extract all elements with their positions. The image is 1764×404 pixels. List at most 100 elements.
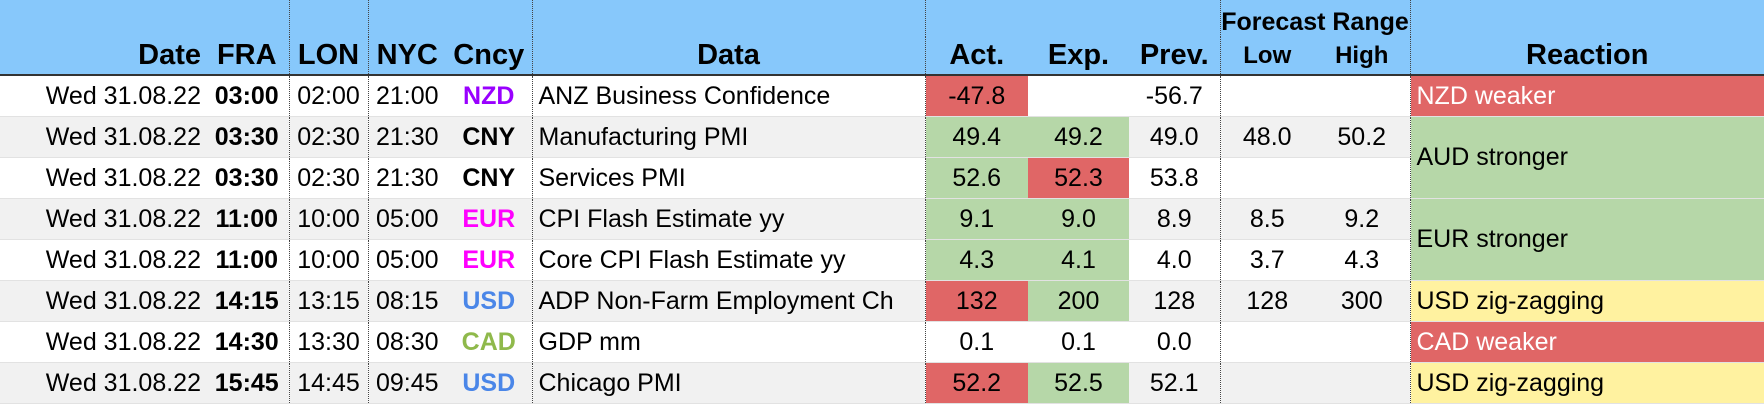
cell-actual[interactable]: 9.1 — [925, 198, 1028, 240]
cell-date[interactable]: Wed 31.08.22 — [0, 362, 205, 404]
cell-currency[interactable]: CNY — [446, 116, 533, 158]
header-cell[interactable] — [0, 0, 205, 37]
cell-reaction[interactable]: USD zig-zagging — [1410, 280, 1764, 322]
cell-expected[interactable]: 49.2 — [1028, 116, 1129, 158]
cell-actual[interactable]: 132 — [925, 280, 1028, 322]
cell-reaction[interactable]: EUR stronger — [1410, 198, 1764, 281]
cell-nyc[interactable]: 08:15 — [368, 280, 446, 322]
cell-low[interactable] — [1220, 322, 1314, 363]
cell-fra[interactable]: 14:15 — [205, 280, 290, 322]
cell-currency[interactable]: CAD — [446, 321, 533, 363]
header-fra[interactable]: FRA — [205, 37, 290, 76]
cell-previous[interactable]: 0.0 — [1129, 321, 1221, 363]
cell-previous[interactable]: 128 — [1129, 280, 1221, 322]
cell-previous[interactable]: 52.1 — [1129, 362, 1221, 404]
cell-high[interactable]: 4.3 — [1314, 239, 1411, 281]
cell-previous[interactable]: -56.7 — [1129, 75, 1221, 117]
header-cell[interactable] — [289, 0, 369, 37]
cell-data[interactable]: ANZ Business Confidence — [532, 75, 926, 117]
cell-lon[interactable]: 10:00 — [289, 198, 369, 240]
cell-actual[interactable]: 52.6 — [925, 157, 1028, 199]
cell-currency[interactable]: USD — [446, 280, 533, 322]
cell-lon[interactable]: 10:00 — [289, 239, 369, 281]
cell-expected[interactable] — [1028, 75, 1129, 117]
cell-data[interactable]: Services PMI — [532, 157, 926, 199]
cell-expected[interactable]: 9.0 — [1028, 198, 1129, 240]
cell-date[interactable]: Wed 31.08.22 — [0, 198, 205, 240]
header-date[interactable]: Date — [0, 37, 205, 76]
cell-currency[interactable]: CNY — [446, 157, 533, 199]
cell-data[interactable]: Manufacturing PMI — [532, 116, 926, 158]
cell-fra[interactable]: 03:30 — [205, 157, 290, 199]
header-forecast-range[interactable]: Forecast Range — [1220, 0, 1411, 37]
cell-data[interactable]: GDP mm — [532, 321, 926, 363]
cell-currency[interactable]: NZD — [446, 75, 533, 117]
header-exp[interactable]: Exp. — [1028, 37, 1129, 76]
cell-nyc[interactable]: 21:00 — [375, 81, 439, 110]
cell-high[interactable] — [1314, 75, 1411, 117]
cell-nyc[interactable]: 21:30 — [368, 116, 446, 158]
cell-low[interactable]: 3.7 — [1249, 245, 1285, 274]
cell-currency[interactable]: EUR — [446, 239, 533, 281]
cell-expected[interactable]: 52.3 — [1028, 157, 1129, 199]
cell-actual[interactable]: -47.8 — [925, 75, 1028, 117]
cell-date[interactable]: Wed 31.08.22 — [45, 163, 201, 192]
cell-high[interactable]: 50.2 — [1314, 116, 1411, 158]
header-cell[interactable] — [1129, 0, 1221, 37]
header-act[interactable]: Act. — [925, 37, 1028, 76]
cell-fra[interactable]: 03:30 — [205, 116, 290, 158]
cell-low[interactable]: 48.0 — [1220, 116, 1314, 158]
header-high[interactable]: High — [1314, 37, 1411, 76]
cell-date[interactable]: Wed 31.08.22 — [45, 327, 201, 356]
cell-previous[interactable]: 49.0 — [1129, 116, 1221, 158]
header-prev[interactable]: Prev. — [1129, 37, 1221, 76]
cell-previous[interactable]: 8.9 — [1129, 198, 1221, 240]
cell-nyc[interactable]: 05:00 — [375, 245, 439, 274]
cell-lon[interactable]: 13:15 — [289, 280, 369, 322]
cell-fra[interactable]: 14:30 — [205, 321, 290, 363]
cell-actual[interactable]: 52.2 — [925, 362, 1028, 404]
header-cell[interactable] — [446, 0, 533, 37]
cell-fra[interactable]: 03:00 — [205, 75, 290, 117]
cell-expected[interactable]: 200 — [1028, 280, 1129, 322]
header-cell[interactable] — [1028, 0, 1129, 37]
cell-date[interactable]: Wed 31.08.22 — [0, 280, 205, 322]
cell-high[interactable]: 300 — [1314, 280, 1411, 322]
cell-nyc[interactable]: 21:30 — [375, 163, 439, 192]
cell-low[interactable] — [1220, 158, 1314, 199]
cell-lon[interactable]: 14:45 — [289, 362, 369, 404]
cell-nyc[interactable]: 08:30 — [375, 327, 439, 356]
cell-currency[interactable]: EUR — [446, 198, 533, 240]
cell-expected[interactable]: 4.1 — [1028, 239, 1129, 281]
cell-high[interactable] — [1314, 321, 1411, 363]
header-cell[interactable] — [925, 0, 1028, 37]
header-nyc[interactable]: NYC — [368, 37, 446, 76]
cell-low[interactable]: 128 — [1220, 280, 1314, 322]
cell-actual[interactable]: 0.1 — [959, 327, 995, 356]
cell-date[interactable]: Wed 31.08.22 — [45, 81, 201, 110]
cell-high[interactable] — [1314, 362, 1411, 404]
header-cell[interactable] — [368, 0, 446, 37]
cell-low[interactable] — [1220, 75, 1314, 117]
header-cell[interactable] — [205, 0, 290, 37]
cell-lon[interactable]: 02:30 — [289, 116, 369, 158]
cell-previous[interactable]: 4.0 — [1129, 239, 1221, 281]
cell-lon[interactable]: 02:00 — [289, 75, 369, 117]
cell-high[interactable]: 9.2 — [1314, 198, 1411, 240]
cell-data[interactable]: ADP Non-Farm Employment Ch — [532, 280, 926, 322]
cell-data[interactable]: Core CPI Flash Estimate yy — [532, 239, 926, 281]
cell-data[interactable]: Chicago PMI — [532, 362, 926, 404]
cell-fra[interactable]: 11:00 — [205, 198, 290, 240]
cell-low[interactable] — [1220, 362, 1314, 404]
cell-reaction[interactable]: CAD weaker — [1410, 321, 1764, 363]
cell-expected[interactable]: 0.1 — [1061, 327, 1096, 356]
cell-nyc[interactable]: 05:00 — [368, 198, 446, 240]
cell-data[interactable]: CPI Flash Estimate yy — [532, 198, 926, 240]
cell-actual[interactable]: 49.4 — [925, 116, 1028, 158]
cell-fra[interactable]: 15:45 — [205, 362, 290, 404]
cell-low[interactable]: 8.5 — [1220, 198, 1314, 240]
cell-currency[interactable]: USD — [446, 362, 533, 404]
cell-actual[interactable]: 4.3 — [925, 239, 1028, 281]
cell-reaction[interactable]: AUD stronger — [1410, 116, 1764, 199]
cell-date[interactable]: Wed 31.08.22 — [0, 116, 205, 158]
